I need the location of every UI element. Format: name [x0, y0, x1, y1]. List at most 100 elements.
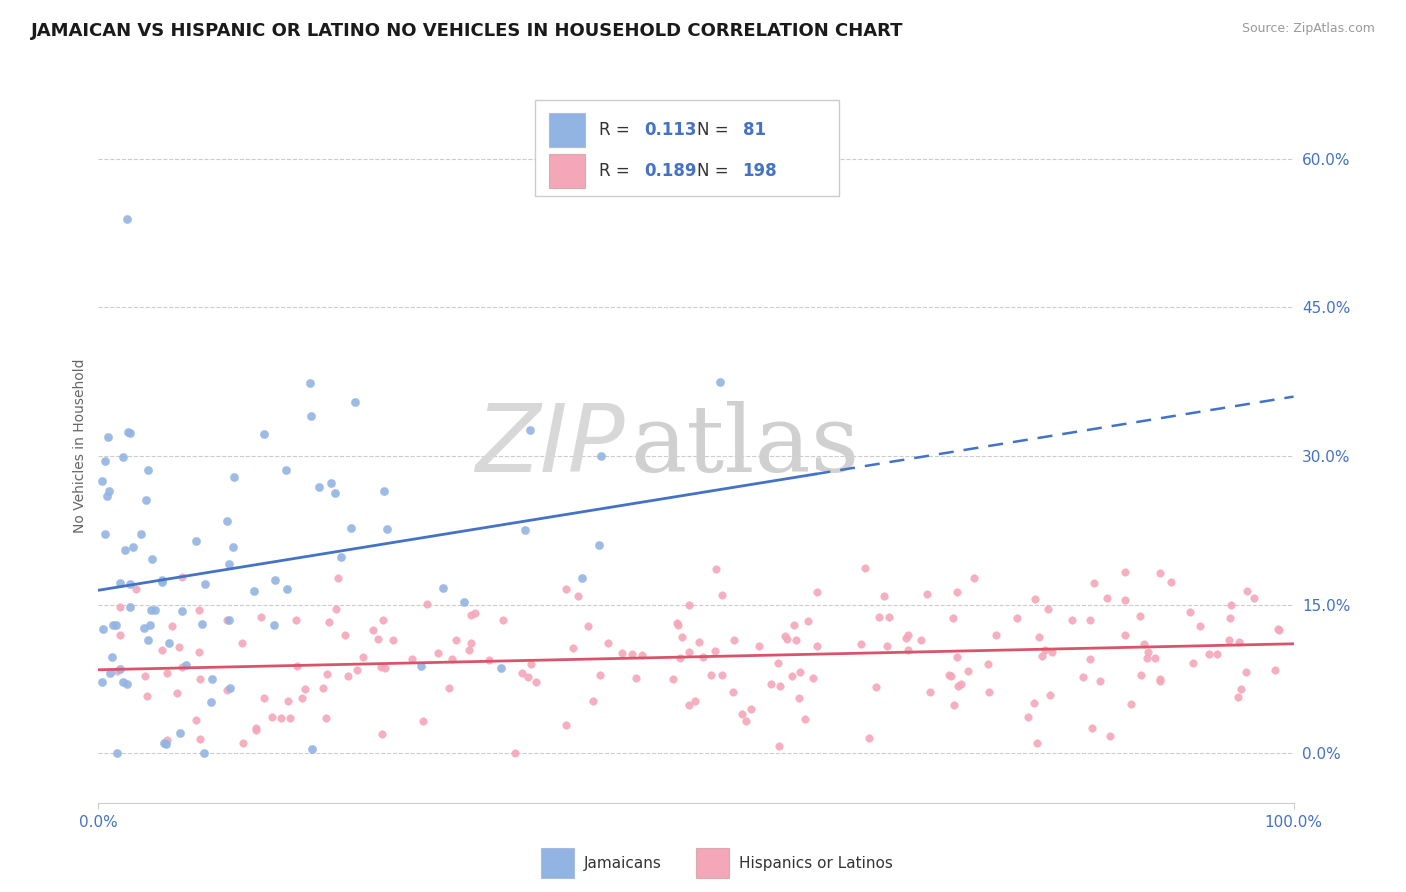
- Point: [308, 480, 330, 494]
- Point: [773, 629, 796, 643]
- Point: [1137, 645, 1160, 659]
- FancyBboxPatch shape: [696, 847, 730, 878]
- Point: [797, 614, 820, 628]
- Point: [519, 423, 541, 437]
- Point: [124, 582, 146, 596]
- Point: [217, 514, 239, 528]
- Point: [439, 681, 461, 695]
- Point: [312, 681, 335, 695]
- Point: [156, 733, 179, 747]
- Point: [1121, 697, 1143, 711]
- Point: [316, 667, 339, 681]
- Point: [571, 571, 593, 585]
- Point: [734, 714, 756, 728]
- Point: [946, 649, 969, 664]
- Point: [98, 665, 121, 680]
- Point: [678, 698, 700, 713]
- Point: [157, 636, 180, 650]
- Point: [1267, 622, 1289, 636]
- Point: [190, 672, 212, 686]
- Point: [723, 633, 745, 648]
- Point: [1005, 611, 1028, 625]
- Point: [768, 739, 790, 754]
- Point: [668, 651, 690, 665]
- Point: [108, 575, 131, 590]
- Point: [1268, 623, 1291, 637]
- Point: [704, 561, 727, 575]
- Point: [1081, 721, 1104, 735]
- Point: [1017, 709, 1039, 723]
- Point: [340, 521, 363, 535]
- Point: [943, 698, 966, 712]
- Point: [876, 640, 898, 654]
- Point: [346, 663, 368, 677]
- Point: [555, 718, 578, 732]
- Point: [335, 628, 357, 642]
- FancyBboxPatch shape: [548, 154, 585, 188]
- Point: [186, 713, 208, 727]
- Point: [1133, 637, 1156, 651]
- Point: [367, 632, 389, 646]
- Point: [620, 647, 643, 661]
- Point: [1114, 593, 1136, 607]
- Point: [276, 582, 298, 597]
- Text: Jamaicans: Jamaicans: [583, 856, 661, 871]
- Point: [150, 643, 173, 657]
- Point: [806, 639, 828, 653]
- Point: [1026, 736, 1049, 750]
- Point: [336, 669, 359, 683]
- Point: [868, 610, 890, 624]
- Point: [231, 636, 253, 650]
- Point: [285, 659, 308, 673]
- Point: [562, 640, 585, 655]
- Point: [117, 677, 139, 691]
- Point: [243, 584, 266, 599]
- Point: [492, 613, 515, 627]
- Point: [853, 561, 876, 575]
- Point: [370, 660, 392, 674]
- Text: 81: 81: [742, 121, 766, 139]
- Point: [136, 633, 159, 648]
- Point: [301, 742, 323, 756]
- Point: [1114, 628, 1136, 642]
- Text: R =: R =: [599, 162, 636, 180]
- Point: [117, 425, 139, 439]
- Point: [167, 640, 190, 654]
- Point: [371, 613, 394, 627]
- Point: [1218, 632, 1240, 647]
- Point: [432, 581, 454, 595]
- Point: [294, 682, 316, 697]
- Point: [678, 645, 700, 659]
- Point: [105, 618, 128, 632]
- Point: [108, 627, 131, 641]
- Point: [291, 690, 314, 705]
- Point: [371, 727, 394, 741]
- Point: [120, 599, 142, 614]
- Point: [1090, 673, 1112, 688]
- Point: [170, 660, 193, 674]
- Text: R =: R =: [599, 121, 636, 139]
- Point: [416, 597, 439, 611]
- Point: [131, 527, 153, 541]
- Point: [382, 632, 405, 647]
- Point: [245, 722, 267, 736]
- Point: [626, 671, 648, 685]
- Point: [915, 587, 938, 601]
- Point: [1149, 672, 1171, 686]
- Point: [976, 657, 998, 672]
- Point: [1129, 608, 1152, 623]
- Point: [1028, 630, 1050, 644]
- Point: [582, 694, 605, 708]
- Point: [374, 661, 396, 675]
- Point: [510, 666, 533, 681]
- Point: [156, 666, 179, 681]
- Point: [108, 600, 131, 615]
- Point: [731, 706, 754, 721]
- Point: [678, 598, 700, 612]
- Point: [166, 686, 188, 700]
- Point: [114, 543, 136, 558]
- Point: [1040, 645, 1063, 659]
- Point: [105, 746, 128, 760]
- Point: [245, 723, 267, 737]
- Point: [946, 679, 969, 693]
